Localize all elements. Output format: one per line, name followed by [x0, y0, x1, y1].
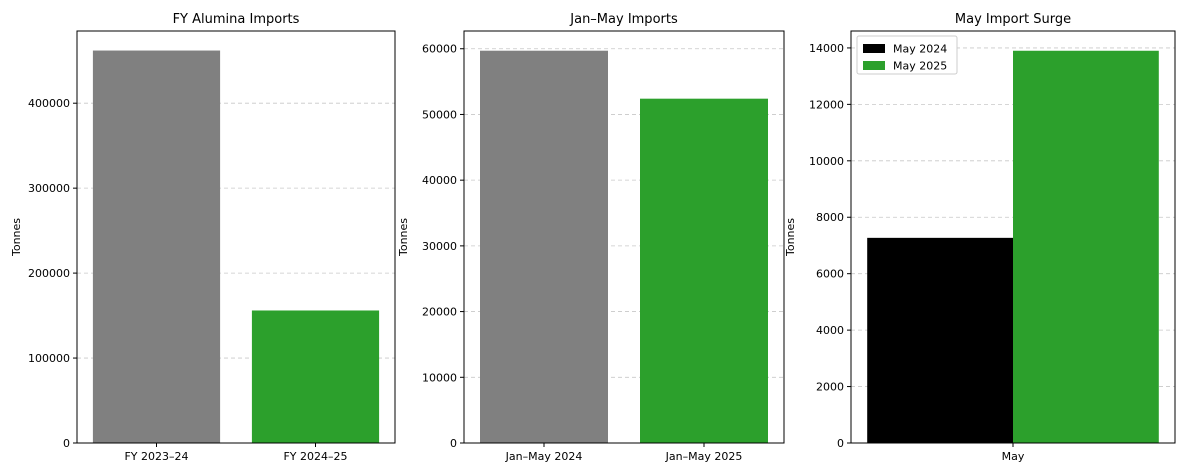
y-tick-label: 300000 [28, 182, 70, 195]
chart-panel-1: 0 100000 200000 300000 400000 FY 2023–24 FY 20… [10, 12, 396, 463]
legend: May 2024 May 2025 [856, 35, 958, 75]
bar-1 [92, 50, 221, 443]
y-tick-label: 50000 [422, 108, 457, 121]
legend-swatch [863, 44, 885, 53]
x-tick-label: FY 2023–24 [124, 450, 188, 463]
y-axis-label: Tonnes [397, 218, 410, 257]
y-tick-label: 8000 [816, 211, 844, 224]
y-tick-label: 60000 [422, 43, 457, 56]
legend-swatch [863, 61, 885, 70]
x-tick-label: FY 2024–25 [283, 450, 347, 463]
y-tick-label: 6000 [816, 268, 844, 281]
axes-frame [76, 30, 396, 444]
x-tick-label: May [1002, 450, 1025, 463]
y-tick-label: 0 [837, 437, 844, 450]
legend-label: May 2024 [893, 43, 947, 56]
bar-may-2025 [1013, 50, 1159, 444]
y-tick-label: 14000 [809, 42, 844, 55]
y-axis-label: Tonnes [784, 218, 797, 257]
y-tick-label: 2000 [816, 381, 844, 394]
chart-panel-2: 0 10000 20000 30000 40000 50000 60000 Jan–May 2… [397, 12, 785, 463]
y-axis-label: Tonnes [10, 218, 23, 257]
legend-label: May 2025 [893, 60, 947, 73]
chart-title: Jan–May Imports [569, 12, 678, 27]
chart-title: FY Alumina Imports [173, 12, 300, 27]
y-tick-label: 20000 [422, 306, 457, 319]
y-tick-label: 40000 [422, 174, 457, 187]
y-tick-label: 4000 [816, 324, 844, 337]
y-tick-label: 30000 [422, 240, 457, 253]
x-tick-label: Jan–May 2025 [665, 450, 743, 463]
y-tick-label: 100000 [28, 352, 70, 365]
chart-panel-3: 0 2000 4000 6000 8000 10000 12000 14000 May May I… [784, 12, 1176, 463]
chart-title: May Import Surge [955, 12, 1071, 27]
bar-2 [640, 98, 768, 443]
y-tick-label: 12000 [809, 98, 844, 111]
bar-2 [251, 310, 380, 443]
y-tick-label: 400000 [28, 97, 70, 110]
axes-frame [463, 30, 785, 444]
x-tick-label: Jan–May 2024 [505, 450, 583, 463]
bar-may-2024 [867, 237, 1013, 443]
bar-1 [480, 50, 608, 443]
y-tick-label: 0 [63, 437, 70, 450]
y-tick-label: 200000 [28, 267, 70, 280]
y-tick-label: 10000 [422, 371, 457, 384]
y-tick-label: 0 [450, 437, 457, 450]
y-tick-label: 10000 [809, 155, 844, 168]
